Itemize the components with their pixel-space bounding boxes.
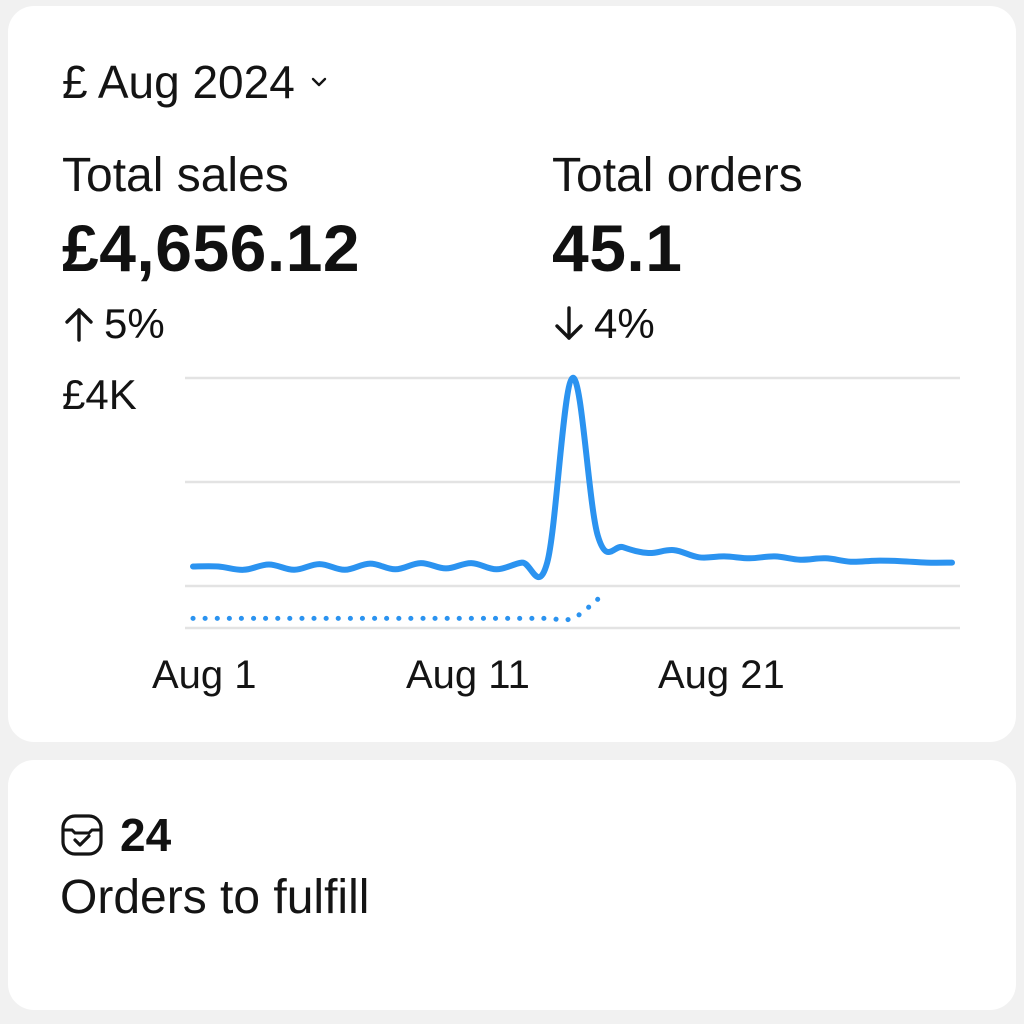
chart-x-axis: Aug 1 Aug 11 Aug 21 <box>152 653 785 697</box>
total-sales-label: Total sales <box>62 149 289 202</box>
arrow-down-icon <box>555 306 583 340</box>
chart-gridlines <box>185 376 960 630</box>
total-orders-metric[interactable]: Total orders 45.1 4% <box>552 146 803 350</box>
chart-y-axis: £4K <box>62 371 137 418</box>
total-sales-change: 5% <box>62 298 360 350</box>
orders-to-fulfill-card[interactable]: 24 Orders to fulfill <box>8 760 1016 1010</box>
total-orders-value: 45.1 <box>552 211 683 285</box>
chart-series <box>190 374 955 623</box>
sales-series-line <box>190 374 955 581</box>
comparison-series-line <box>190 596 601 623</box>
fulfill-label: Orders to fulfill <box>60 871 370 924</box>
chevron-down-icon <box>311 77 326 87</box>
total-orders-change-value: 4% <box>594 300 655 347</box>
inbox-check-icon <box>61 814 103 856</box>
sales-summary-card: £ Aug 2024 Total sales £4,656.12 5% Tota… <box>8 6 1016 742</box>
total-orders-label: Total orders <box>552 149 803 202</box>
period-label: £ Aug 2024 <box>62 56 295 108</box>
x-tick-label: Aug 11 <box>406 653 530 697</box>
x-tick-label: Aug 1 <box>152 653 257 697</box>
sales-line-chart: £4K Aug 1 Aug 11 Aug 21 <box>62 371 960 697</box>
total-sales-metric[interactable]: Total sales £4,656.12 5% <box>62 146 360 350</box>
total-sales-change-value: 5% <box>104 300 165 347</box>
arrow-up-icon <box>65 308 93 342</box>
period-selector[interactable]: £ Aug 2024 <box>62 52 329 112</box>
x-tick-label: Aug 21 <box>658 653 785 697</box>
fulfill-count: 24 <box>120 809 172 861</box>
y-tick-label: £4K <box>62 371 137 418</box>
total-sales-value: £4,656.12 <box>62 211 361 285</box>
total-orders-change: 4% <box>552 298 803 350</box>
fulfill-count-row: 24 <box>60 810 171 860</box>
